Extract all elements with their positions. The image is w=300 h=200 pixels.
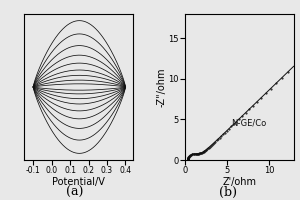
X-axis label: Potential/V: Potential/V [52, 177, 105, 187]
Text: N-GE/Co: N-GE/Co [231, 119, 266, 128]
Y-axis label: -Z"/ohm: -Z"/ohm [157, 67, 167, 107]
Text: (a): (a) [66, 186, 84, 199]
Text: (b): (b) [219, 186, 237, 199]
X-axis label: Z'/ohm: Z'/ohm [223, 177, 256, 187]
